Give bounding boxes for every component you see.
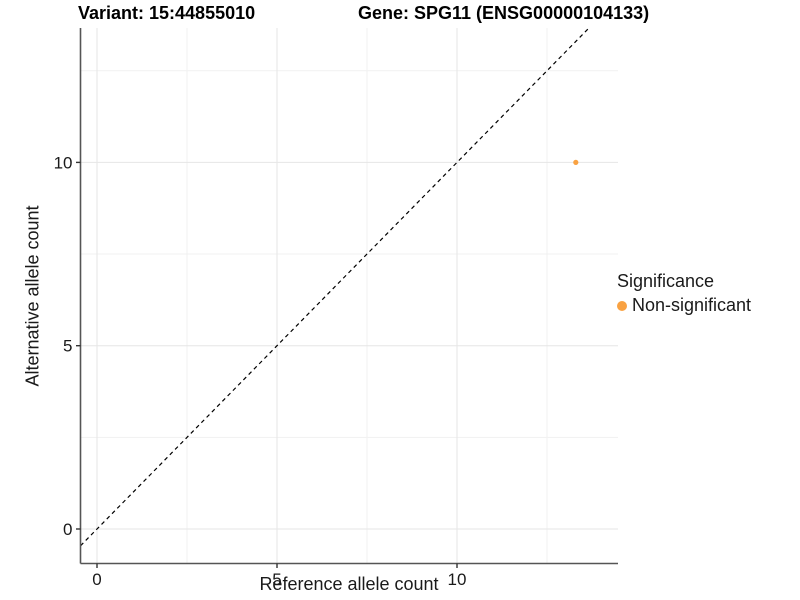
x-axis-title: Reference allele count	[259, 574, 439, 594]
x-tick-label: 10	[448, 570, 467, 589]
legend-point-icon	[617, 300, 627, 311]
legend-item-non-significant: Non-significant	[617, 295, 751, 316]
legend-title: Significance	[617, 271, 715, 291]
legend-item-label: Non-significant	[632, 295, 752, 315]
y-tick-label: 10	[54, 153, 73, 172]
x-tick-label: 5	[272, 570, 281, 589]
x-tick-label: 0	[92, 570, 101, 589]
legend: Significance Non-significant	[617, 271, 751, 316]
variant-title: Variant: 15:44855010	[78, 3, 256, 23]
data-point	[573, 159, 579, 165]
identity-line	[80, 27, 590, 547]
y-tick-label: 5	[63, 337, 72, 356]
y-tick-label: 0	[63, 520, 72, 539]
gene-title: Gene: SPG11 (ENSG00000104133)	[358, 3, 650, 23]
y-axis-title: Alternative allele count	[22, 205, 43, 387]
